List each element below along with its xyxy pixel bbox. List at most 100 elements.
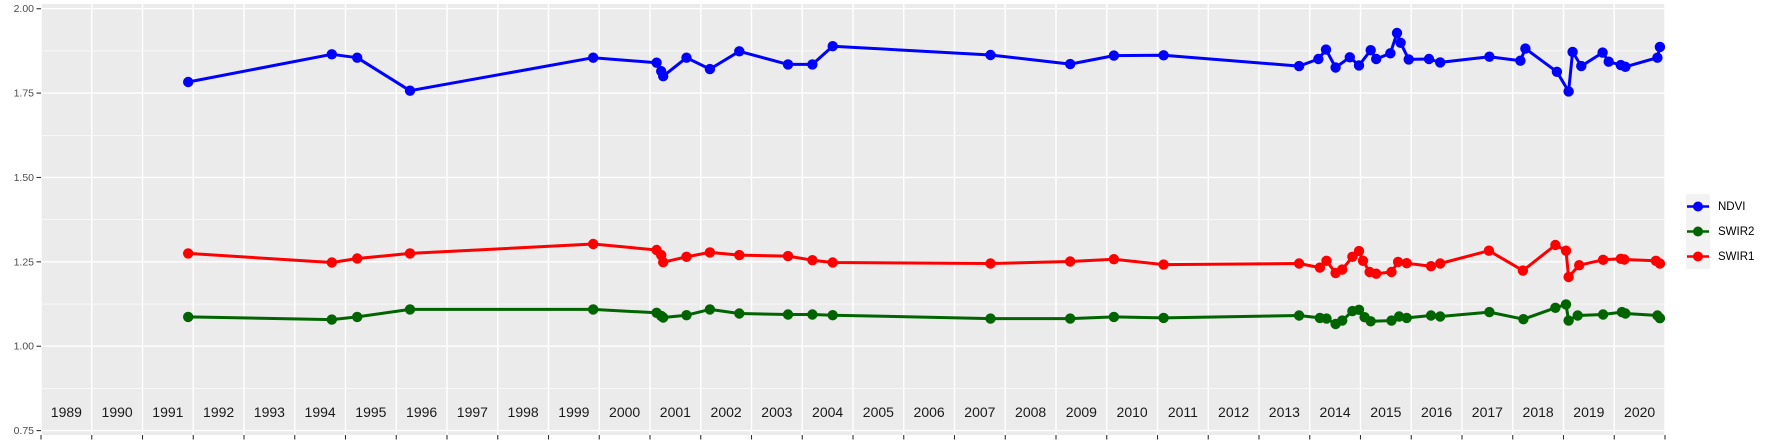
x-axis-year-label: 2000 — [609, 404, 640, 420]
data-point-swir2 — [1065, 313, 1076, 324]
data-point-swir1 — [1392, 256, 1404, 268]
x-axis-year-label: 2005 — [863, 404, 894, 420]
data-point-ndvi — [1597, 47, 1608, 58]
data-point-swir1 — [1560, 245, 1572, 256]
data-point-swir2 — [1550, 302, 1561, 313]
data-point-ndvi — [782, 59, 794, 70]
data-point-swir1 — [658, 257, 669, 268]
y-axis-label: 0.75 — [14, 425, 35, 437]
data-point-ndvi — [1353, 60, 1365, 71]
x-axis-year-label: 1996 — [406, 404, 437, 420]
legend-key-swir2 — [1686, 219, 1710, 244]
data-point-ndvi — [1313, 53, 1324, 65]
data-point-ndvi — [651, 57, 662, 68]
data-point-ndvi — [1065, 58, 1076, 70]
x-axis-year-label: 2007 — [964, 404, 995, 420]
x-axis-year-label: 2006 — [914, 404, 945, 420]
data-point-swir1 — [1353, 245, 1365, 257]
data-point-ndvi — [1320, 44, 1332, 55]
data-point-swir1 — [1597, 254, 1609, 265]
x-axis-year-label: 1989 — [51, 404, 82, 420]
data-point-ndvi — [1551, 66, 1563, 78]
data-point-swir1 — [183, 248, 194, 259]
data-point-swir2 — [1321, 313, 1332, 324]
x-axis-year-label: 2015 — [1370, 404, 1401, 420]
data-point-swir2 — [1435, 311, 1446, 322]
data-point-swir1 — [404, 248, 416, 259]
x-axis-year-label: 2011 — [1168, 404, 1198, 420]
data-point-swir2 — [1518, 314, 1529, 325]
data-point-ndvi — [827, 41, 838, 52]
data-point-ndvi — [1620, 61, 1631, 72]
legend-key-swir1 — [1686, 244, 1710, 269]
x-axis-year-label: 2001 — [660, 404, 691, 420]
data-point-swir2 — [985, 313, 996, 324]
legend-entry-ndvi: NDVI — [1686, 194, 1754, 219]
data-point-swir1 — [352, 253, 363, 264]
data-point-swir2 — [704, 304, 716, 315]
x-axis-year-label: 2020 — [1624, 404, 1655, 420]
data-point-swir1 — [1574, 260, 1585, 271]
x-axis-year-label: 2012 — [1218, 404, 1249, 420]
x-axis-year-label: 1994 — [305, 404, 336, 420]
x-axis-year-label: 1992 — [203, 404, 234, 420]
data-point-ndvi — [1603, 56, 1614, 67]
data-point-ndvi — [1654, 41, 1665, 53]
x-axis-year-label: 1998 — [508, 404, 539, 420]
data-point-swir1 — [1435, 258, 1446, 269]
data-point-ndvi — [1344, 52, 1356, 63]
data-point-ndvi — [1371, 53, 1382, 65]
data-point-swir1 — [1654, 258, 1665, 269]
data-point-swir1 — [1158, 259, 1169, 270]
x-axis-year-label: 2003 — [761, 404, 792, 420]
data-point-swir1 — [1386, 266, 1397, 278]
data-point-swir1 — [681, 251, 692, 262]
data-point-swir2 — [1654, 313, 1665, 324]
data-point-ndvi — [1515, 55, 1526, 66]
data-point-swir1 — [827, 257, 838, 268]
data-point-swir1 — [782, 250, 794, 262]
data-point-ndvi — [1293, 60, 1305, 72]
y-axis-label: 1.50 — [14, 172, 35, 184]
data-point-ndvi — [985, 49, 996, 61]
data-point-ndvi — [1330, 62, 1341, 73]
series-group — [183, 27, 1665, 330]
data-point-swir2 — [1560, 299, 1572, 310]
legend-entry-swir1: SWIR1 — [1686, 244, 1754, 269]
data-point-ndvi — [1484, 51, 1495, 62]
data-point-swir1 — [1321, 255, 1332, 266]
data-point-ndvi — [681, 52, 692, 63]
x-axis-year-label: 2010 — [1117, 404, 1148, 420]
data-point-swir2 — [681, 310, 692, 321]
data-point-ndvi — [1576, 60, 1587, 72]
data-point-swir2 — [404, 304, 416, 315]
data-point-swir2 — [326, 314, 337, 325]
x-axis-year-label: 1993 — [254, 404, 285, 420]
data-point-swir2 — [827, 310, 838, 321]
data-point-swir1 — [1401, 258, 1412, 269]
y-axis-label: 1.75 — [14, 88, 35, 100]
data-point-swir2 — [1337, 315, 1348, 326]
data-point-swir2 — [352, 311, 363, 323]
data-point-swir2 — [1572, 310, 1583, 321]
data-point-swir1 — [734, 249, 745, 261]
data-point-ndvi — [1520, 43, 1531, 54]
x-axis-year-label: 2018 — [1523, 404, 1554, 420]
data-point-ndvi — [1435, 57, 1446, 68]
data-point-ndvi — [704, 63, 716, 75]
data-point-ndvi — [1567, 46, 1578, 58]
data-point-ndvi — [1391, 27, 1403, 39]
data-point-swir1 — [985, 258, 996, 269]
x-axis-year-label: 1990 — [102, 404, 133, 420]
y-axis-label: 1.00 — [14, 341, 35, 353]
data-point-ndvi — [1563, 86, 1574, 97]
data-point-ndvi — [588, 52, 599, 63]
legend-label: SWIR2 — [1718, 225, 1755, 238]
y-axis-label: 2.00 — [14, 3, 35, 15]
data-point-swir1 — [326, 257, 337, 268]
data-point-swir1 — [1337, 264, 1348, 275]
legend: NDVI SWIR2 SWIR1 — [1686, 194, 1754, 269]
x-axis-year-label: 2017 — [1472, 404, 1503, 420]
data-point-swir2 — [1353, 304, 1365, 315]
